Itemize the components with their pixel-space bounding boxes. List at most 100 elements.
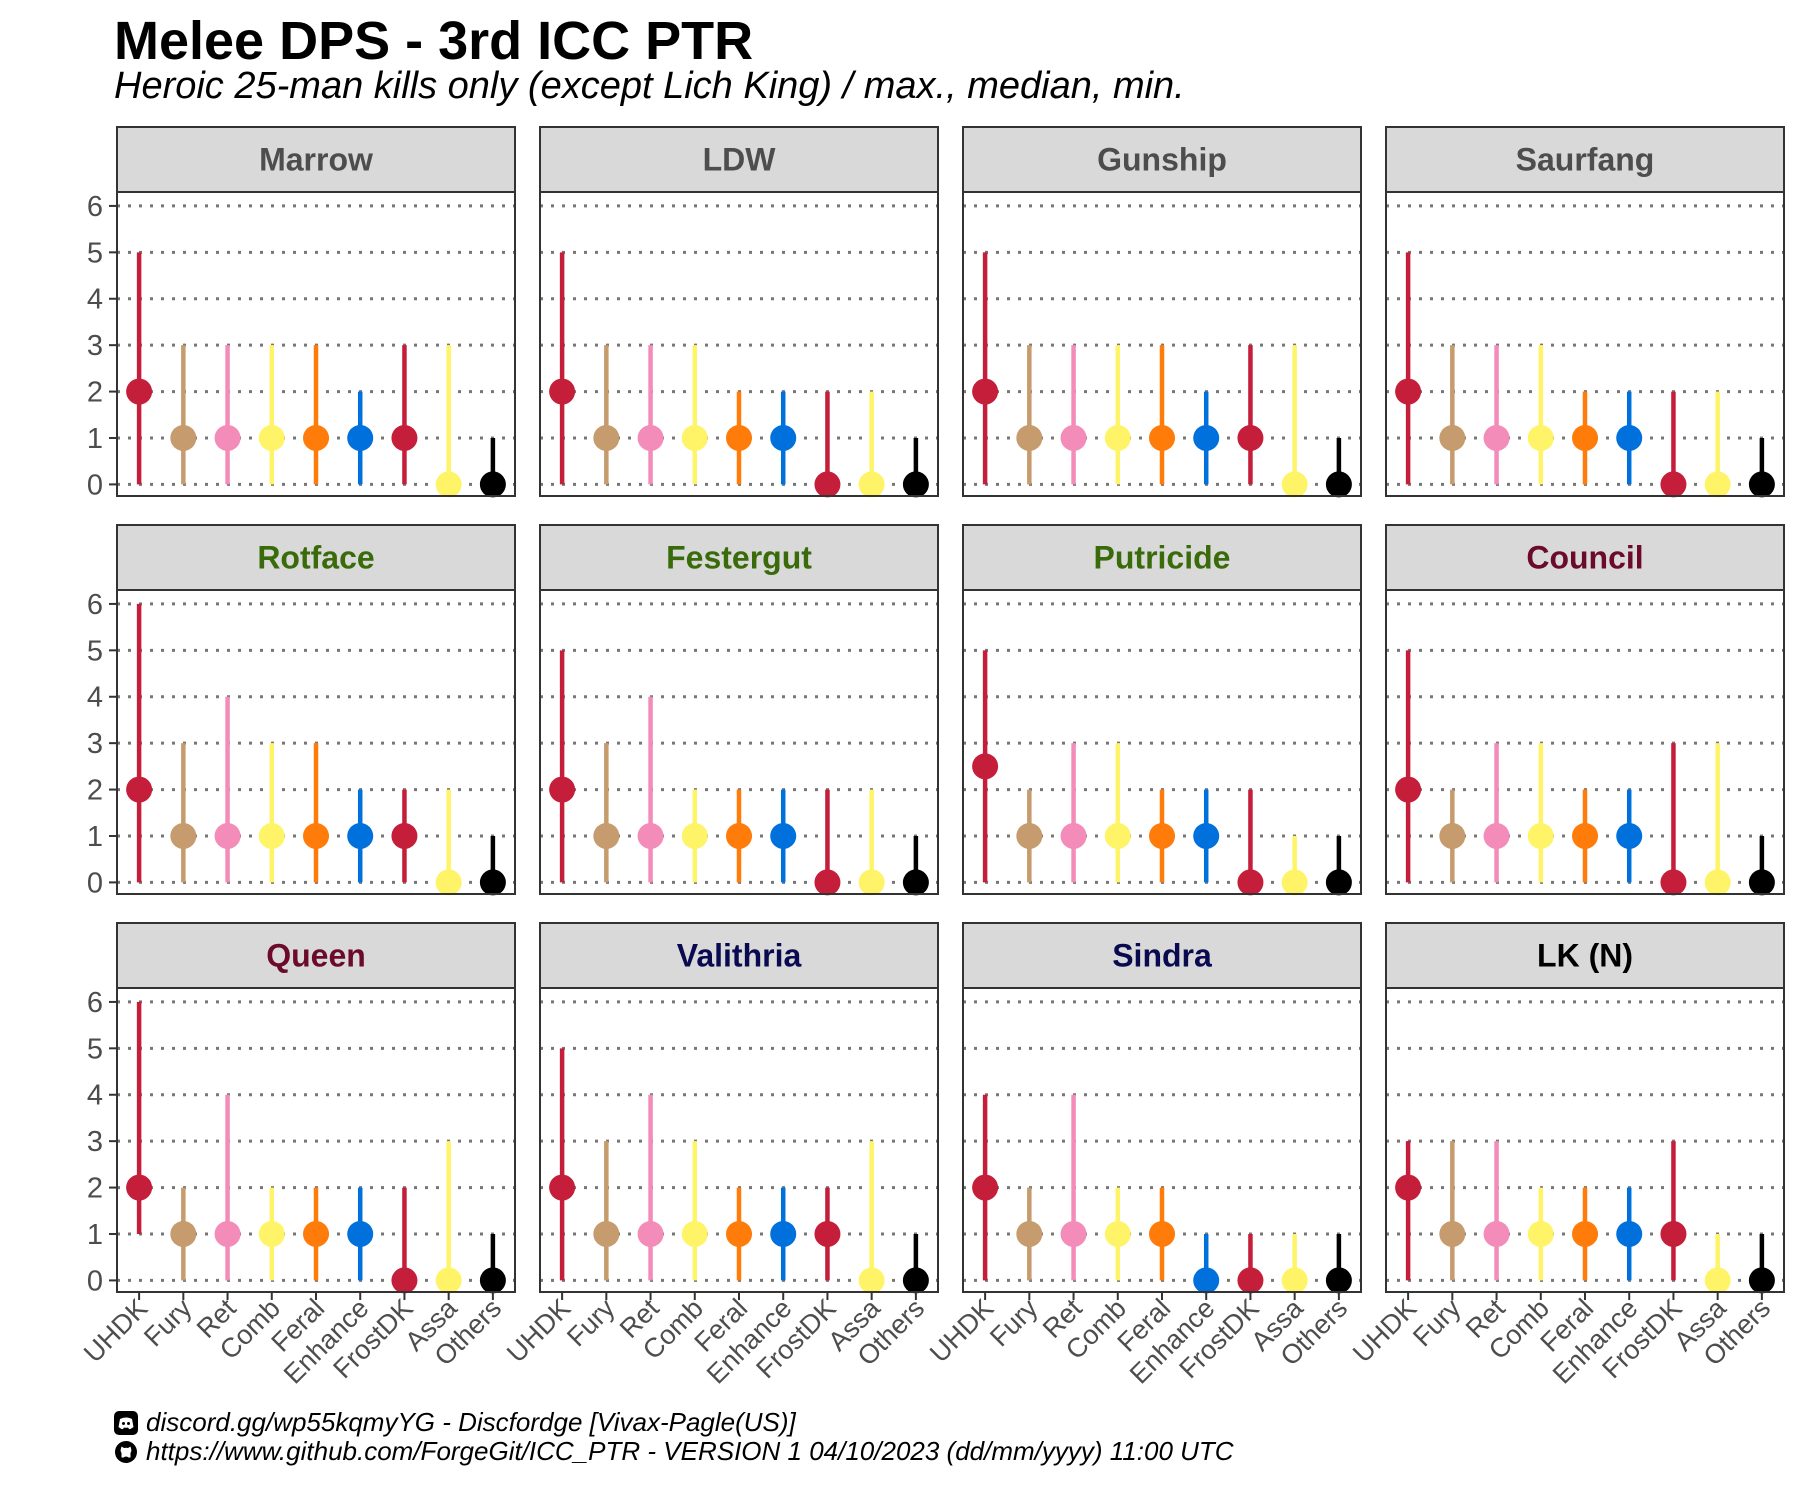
median-council-ret — [1483, 822, 1510, 849]
median-council-others — [1748, 869, 1775, 896]
median-rotface-ret — [214, 822, 241, 849]
panel-border-gunship — [962, 191, 1362, 497]
median-gunship-uhdk — [972, 378, 999, 405]
ytick-label: 5 — [87, 237, 103, 269]
median-sindra-comb — [1104, 1220, 1131, 1247]
median-ldw-fury — [593, 424, 620, 451]
median-queen-enhance — [347, 1220, 374, 1247]
median-putricide-assa — [1281, 869, 1308, 896]
median-lk-n-enhance — [1616, 1220, 1643, 1247]
median-gunship-assa — [1281, 471, 1308, 498]
median-sindra-others — [1325, 1267, 1352, 1294]
ytick-label: 0 — [87, 1265, 103, 1297]
median-ldw-feral — [726, 424, 752, 451]
median-queen-others — [479, 1267, 506, 1294]
median-saurfang-fury — [1439, 424, 1466, 451]
median-putricide-comb — [1104, 822, 1131, 849]
median-festergut-ret — [637, 822, 664, 849]
median-valithria-fury — [593, 1220, 620, 1247]
median-lk-n-assa — [1704, 1267, 1731, 1294]
median-gunship-frostdk — [1237, 424, 1264, 451]
footer-github-line: https://www.github.com/ForgeGit/ICC_PTR … — [114, 1437, 1234, 1466]
panel-strip-queen — [116, 922, 516, 989]
chart-title: Melee DPS - 3rd ICC PTR — [114, 11, 754, 71]
ytick-label: 1 — [87, 1219, 103, 1251]
ytick-label: 5 — [87, 635, 103, 667]
ytick-label: 1 — [87, 821, 103, 853]
median-ldw-comb — [681, 424, 708, 451]
median-council-frostdk — [1660, 869, 1687, 896]
median-festergut-fury — [593, 822, 620, 849]
median-ldw-ret — [637, 424, 664, 451]
median-putricide-fury — [1016, 822, 1043, 849]
footer: discord.gg/wp55kqmyYG - Discfordge [Viva… — [114, 1408, 1234, 1466]
median-queen-frostdk — [391, 1267, 418, 1294]
panel-strip-festergut — [539, 524, 939, 591]
median-marrow-uhdk — [126, 378, 153, 405]
discord-icon — [114, 1410, 138, 1435]
panel-title-valithria: Valithria — [677, 938, 802, 974]
median-valithria-uhdk — [549, 1174, 576, 1201]
median-valithria-comb — [681, 1220, 708, 1247]
ytick-label: 0 — [87, 469, 103, 501]
median-valithria-enhance — [770, 1220, 797, 1247]
panel-title-ldw: LDW — [703, 142, 777, 178]
median-putricide-frostdk — [1237, 869, 1264, 896]
ytick-label: 6 — [87, 589, 103, 621]
ytick-label: 3 — [87, 728, 103, 760]
panel-border-ldw — [539, 191, 939, 497]
panel-strip-gunship — [962, 126, 1362, 193]
median-lk-n-feral — [1572, 1220, 1598, 1247]
median-sindra-ret — [1060, 1220, 1087, 1247]
panel-title-queen: Queen — [266, 938, 366, 974]
median-council-enhance — [1616, 822, 1643, 849]
median-rotface-feral — [303, 822, 329, 849]
median-ldw-others — [902, 471, 929, 498]
panel-strip-ldw — [539, 126, 939, 193]
panel-border-rotface — [116, 589, 516, 895]
median-queen-fury — [170, 1220, 197, 1247]
median-festergut-uhdk — [549, 776, 576, 803]
panel-border-putricide — [962, 589, 1362, 895]
median-sindra-frostdk — [1237, 1267, 1264, 1294]
median-rotface-assa — [435, 869, 462, 896]
panel-title-council: Council — [1526, 540, 1643, 576]
median-lk-n-ret — [1483, 1220, 1510, 1247]
median-gunship-comb — [1104, 424, 1131, 451]
panel-border-marrow — [116, 191, 516, 497]
median-council-feral — [1572, 822, 1598, 849]
median-putricide-enhance — [1193, 822, 1220, 849]
median-putricide-others — [1325, 869, 1352, 896]
median-putricide-ret — [1060, 822, 1087, 849]
panel-title-putricide: Putricide — [1094, 540, 1231, 576]
ytick-label: 1 — [87, 423, 103, 455]
median-rotface-frostdk — [391, 822, 418, 849]
median-rotface-uhdk — [126, 776, 153, 803]
median-sindra-fury — [1016, 1220, 1043, 1247]
median-council-uhdk — [1395, 776, 1422, 803]
panel-title-gunship: Gunship — [1097, 142, 1227, 178]
median-putricide-feral — [1149, 822, 1175, 849]
median-marrow-ret — [214, 424, 241, 451]
median-queen-ret — [214, 1220, 241, 1247]
median-festergut-others — [902, 869, 929, 896]
median-lk-n-fury — [1439, 1220, 1466, 1247]
median-queen-feral — [303, 1220, 329, 1247]
median-ldw-frostdk — [814, 471, 841, 498]
median-marrow-frostdk — [391, 424, 418, 451]
ytick-label: 3 — [87, 330, 103, 362]
median-saurfang-ret — [1483, 424, 1510, 451]
ytick-label: 2 — [87, 775, 103, 807]
panel-strip-rotface — [116, 524, 516, 591]
median-saurfang-others — [1748, 471, 1775, 498]
panel-strip-sindra — [962, 922, 1362, 989]
median-rotface-comb — [258, 822, 285, 849]
panel-title-marrow: Marrow — [259, 142, 373, 178]
ytick-label: 4 — [87, 284, 103, 316]
median-council-assa — [1704, 869, 1731, 896]
panel-border-saurfang — [1385, 191, 1785, 497]
median-ldw-uhdk — [549, 378, 576, 405]
median-festergut-assa — [858, 869, 885, 896]
github-icon — [115, 1440, 137, 1463]
